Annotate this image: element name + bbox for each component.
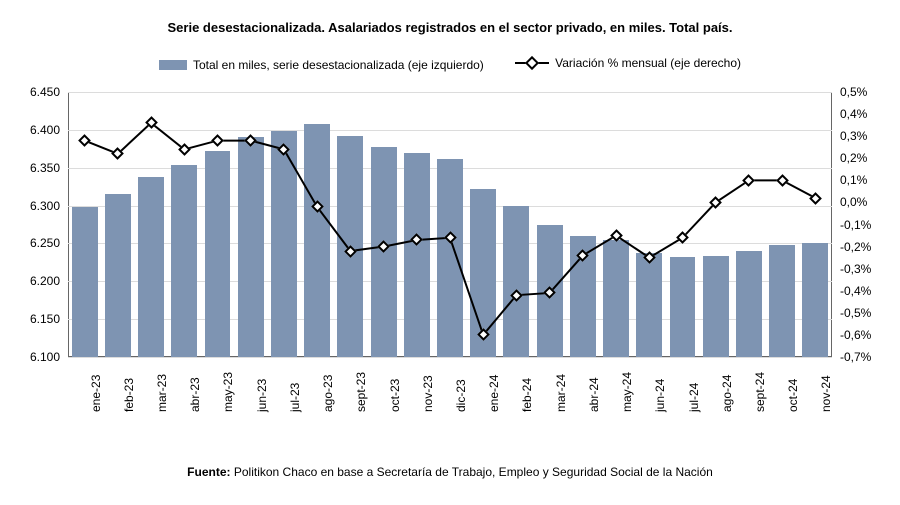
x-tick-label: jun-23: [255, 379, 269, 412]
legend-label-bars: Total en miles, serie desestacionalizada…: [193, 58, 484, 72]
line-marker-abr-23: [178, 143, 191, 156]
line-marker-abr-24: [576, 249, 589, 262]
line-marker-dic-23: [444, 231, 457, 244]
x-tick-label: ene-24: [487, 375, 501, 412]
x-tick-label: nov-23: [421, 375, 435, 412]
y-left-tick-label: 6.250: [0, 236, 60, 250]
source-text: Politikon Chaco en base a Secretaría de …: [234, 465, 713, 479]
y-right-tick-label: 0,4%: [840, 107, 867, 121]
line-marker-mar-23: [145, 117, 158, 130]
line-marker-jul-24: [676, 231, 689, 244]
legend-swatch-line: [515, 56, 549, 70]
chart-plot-area: [68, 92, 832, 357]
x-tick-label: may-24: [620, 372, 634, 412]
line-markers: [68, 92, 832, 357]
x-tick-label: ago-23: [321, 375, 335, 412]
y-left-tick-label: 6.200: [0, 274, 60, 288]
y-left-tick-label: 6.300: [0, 199, 60, 213]
line-marker-jun-24: [643, 251, 656, 264]
y-right-tick-label: -0,1%: [840, 218, 871, 232]
x-tick-label: jun-24: [653, 379, 667, 412]
x-tick-label: ago-24: [720, 375, 734, 412]
line-marker-ago-24: [709, 196, 722, 209]
line-marker-feb-23: [111, 147, 124, 160]
y-right-tick-label: -0,3%: [840, 262, 871, 276]
y-right-tick-label: -0,5%: [840, 306, 871, 320]
chart-legend: Total en miles, serie desestacionalizada…: [0, 56, 900, 73]
y-left-tick-label: 6.100: [0, 350, 60, 364]
line-marker-oct-24: [776, 174, 789, 187]
source-label: Fuente:: [187, 465, 230, 479]
y-right-tick-label: -0,7%: [840, 350, 871, 364]
x-tick-label: feb-23: [122, 378, 136, 412]
line-marker-ene-24: [477, 329, 490, 342]
line-marker-may-24: [610, 229, 623, 242]
x-tick-label: oct-24: [786, 379, 800, 412]
y-right-tick-label: -0,2%: [840, 240, 871, 254]
y-right-tick-label: 0,0%: [840, 195, 867, 209]
chart-source: Fuente: Politikon Chaco en base a Secret…: [0, 465, 900, 479]
line-marker-ago-23: [311, 200, 324, 213]
y-left-tick-label: 6.400: [0, 123, 60, 137]
legend-item-line: Variación % mensual (eje derecho): [515, 56, 741, 70]
y-right-tick-label: -0,6%: [840, 328, 871, 342]
x-tick-label: oct-23: [388, 379, 402, 412]
line-marker-nov-24: [809, 192, 822, 205]
x-tick-label: abr-24: [587, 377, 601, 412]
legend-label-line: Variación % mensual (eje derecho): [555, 56, 741, 70]
line-marker-sept-23: [344, 245, 357, 258]
chart-title: Serie desestacionalizada. Asalariados re…: [0, 20, 900, 35]
line-marker-jun-23: [244, 134, 257, 147]
line-marker-sept-24: [743, 174, 756, 187]
x-tick-label: dic-23: [454, 379, 468, 412]
x-tick-label: mar-23: [155, 374, 169, 412]
x-tick-label: sept-24: [753, 372, 767, 412]
line-marker-nov-23: [410, 234, 423, 247]
y-right-tick-label: 0,5%: [840, 85, 867, 99]
line-marker-may-23: [211, 134, 224, 147]
x-tick-label: feb-24: [520, 378, 534, 412]
y-right-tick-label: 0,1%: [840, 173, 867, 187]
y-right-tick-label: 0,3%: [840, 129, 867, 143]
x-tick-label: abr-23: [188, 377, 202, 412]
x-tick-label: sept-23: [354, 372, 368, 412]
x-tick-label: may-23: [221, 372, 235, 412]
y-left-tick-label: 6.150: [0, 312, 60, 326]
y-left-tick-label: 6.450: [0, 85, 60, 99]
x-tick-label: nov-24: [819, 375, 833, 412]
x-tick-label: jul-23: [288, 383, 302, 412]
line-marker-feb-24: [510, 289, 523, 302]
line-marker-oct-23: [377, 240, 390, 253]
legend-item-bars: Total en miles, serie desestacionalizada…: [159, 58, 484, 72]
line-marker-jul-23: [278, 143, 291, 156]
line-marker-mar-24: [543, 287, 556, 300]
x-tick-label: jul-24: [687, 383, 701, 412]
x-tick-label: mar-24: [554, 374, 568, 412]
y-left-tick-label: 6.350: [0, 161, 60, 175]
y-right-tick-label: -0,4%: [840, 284, 871, 298]
x-tick-label: ene-23: [89, 375, 103, 412]
line-marker-ene-23: [78, 134, 91, 147]
y-right-tick-label: 0,2%: [840, 151, 867, 165]
legend-swatch-bars: [159, 60, 187, 70]
gridline: [68, 357, 832, 358]
